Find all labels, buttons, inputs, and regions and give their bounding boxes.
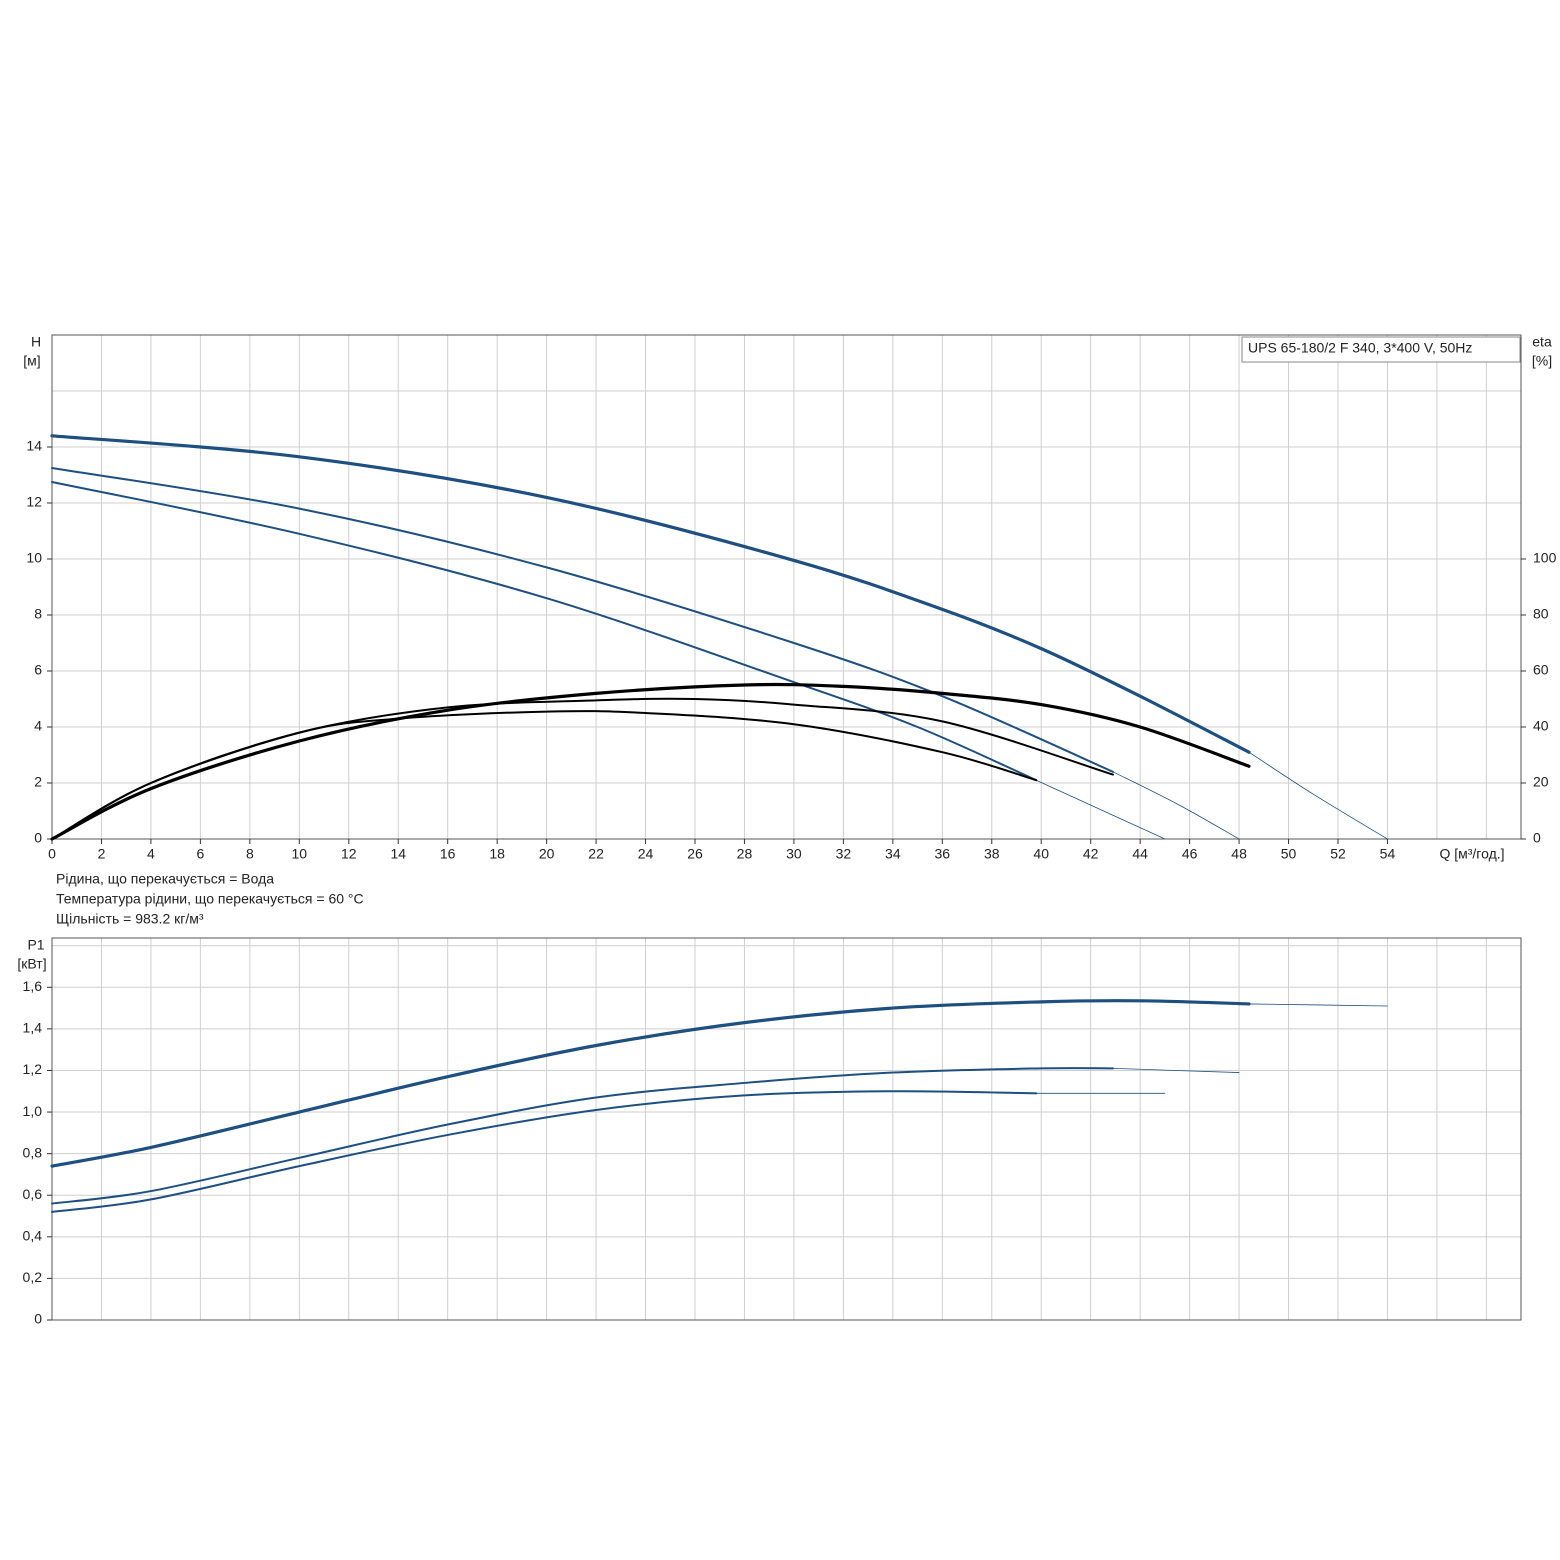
y-tick-label: 0,2 <box>23 1269 43 1285</box>
curve <box>51 1067 1114 1205</box>
y-tick-label: 4 <box>34 718 42 734</box>
curve <box>50 434 1251 754</box>
plot-frame <box>51 334 1522 840</box>
y-axis-unit: [м] <box>23 353 40 369</box>
x-tick-label: 54 <box>1380 846 1396 862</box>
x-tick-label: 26 <box>687 846 703 862</box>
curve <box>51 710 1038 840</box>
x-axis-label: Q [м³/год.] <box>1439 846 1504 862</box>
curve <box>51 481 1038 782</box>
annotation-box <box>1241 336 1521 363</box>
curve <box>1248 1003 1388 1007</box>
curve <box>1112 771 1240 840</box>
y-tick-label: 14 <box>26 438 42 454</box>
y-tick-label: 1,6 <box>23 978 43 994</box>
y2-tick-label: 60 <box>1533 662 1549 678</box>
x-tick-label: 2 <box>98 846 106 862</box>
x-tick-label: 34 <box>885 846 901 862</box>
x-tick-label: 20 <box>539 846 555 862</box>
x-tick-label: 38 <box>984 846 1000 862</box>
x-tick-label: 32 <box>836 846 852 862</box>
y2-tick-label: 0 <box>1533 830 1541 846</box>
y2-axis-unit: [%] <box>1532 353 1552 369</box>
y2-tick-label: 100 <box>1533 550 1557 566</box>
y-axis-label: P1 <box>27 937 44 953</box>
curve <box>51 467 1114 773</box>
y-tick-label: 0 <box>34 1311 42 1327</box>
x-tick-label: 40 <box>1033 846 1049 862</box>
y-tick-label: 0,4 <box>23 1228 43 1244</box>
y-tick-label: 10 <box>26 550 42 566</box>
x-tick-label: 28 <box>737 846 753 862</box>
curve <box>1112 1067 1240 1073</box>
x-tick-label: 22 <box>588 846 604 862</box>
y-axis-label: H <box>31 334 41 350</box>
note: Щільність = 983.2 кг/м³ <box>56 911 204 927</box>
y2-axis-label: eta <box>1532 334 1552 350</box>
x-tick-label: 46 <box>1182 846 1198 862</box>
x-tick-label: 10 <box>292 846 308 862</box>
curve <box>51 1090 1038 1213</box>
x-tick-label: 18 <box>489 846 505 862</box>
x-tick-label: 24 <box>638 846 654 862</box>
y-tick-label: 8 <box>34 606 42 622</box>
y-axis-unit: [кВт] <box>17 956 46 972</box>
x-tick-label: 8 <box>246 846 254 862</box>
y2-tick-label: 80 <box>1533 606 1549 622</box>
plot-frame <box>51 937 1522 1321</box>
x-tick-label: 30 <box>786 846 802 862</box>
x-tick-label: 36 <box>935 846 951 862</box>
curve <box>1035 779 1166 840</box>
x-tick-label: 42 <box>1083 846 1099 862</box>
curve <box>51 697 1114 840</box>
y-tick-label: 2 <box>34 774 42 790</box>
note: Рідина, що перекачується = Вода <box>56 871 274 887</box>
annotation: UPS 65-180/2 F 340, 3*400 V, 50Hz <box>1248 340 1472 356</box>
x-tick-label: 4 <box>147 846 155 862</box>
y-tick-label: 0,6 <box>23 1186 43 1202</box>
y-tick-label: 12 <box>26 494 42 510</box>
y2-tick-label: 20 <box>1533 774 1549 790</box>
y-tick-label: 1,0 <box>23 1103 43 1119</box>
curve <box>1248 751 1388 840</box>
curve <box>50 682 1251 841</box>
x-tick-label: 0 <box>48 846 56 862</box>
note: Температура рідини, що перекачується = 6… <box>56 891 364 907</box>
x-tick-label: 14 <box>390 846 406 862</box>
y-tick-label: 0,8 <box>23 1144 43 1160</box>
x-tick-label: 12 <box>341 846 357 862</box>
curve <box>50 999 1251 1168</box>
x-tick-label: 48 <box>1231 846 1247 862</box>
y-tick-label: 0 <box>34 830 42 846</box>
y2-tick-label: 40 <box>1533 718 1549 734</box>
x-tick-label: 44 <box>1132 846 1148 862</box>
y-tick-label: 1,4 <box>23 1020 43 1036</box>
x-tick-label: 16 <box>440 846 456 862</box>
y-tick-label: 1,2 <box>23 1061 43 1077</box>
x-tick-label: 52 <box>1330 846 1346 862</box>
x-tick-label: 6 <box>196 846 204 862</box>
x-tick-label: 50 <box>1281 846 1297 862</box>
y-tick-label: 6 <box>34 662 42 678</box>
